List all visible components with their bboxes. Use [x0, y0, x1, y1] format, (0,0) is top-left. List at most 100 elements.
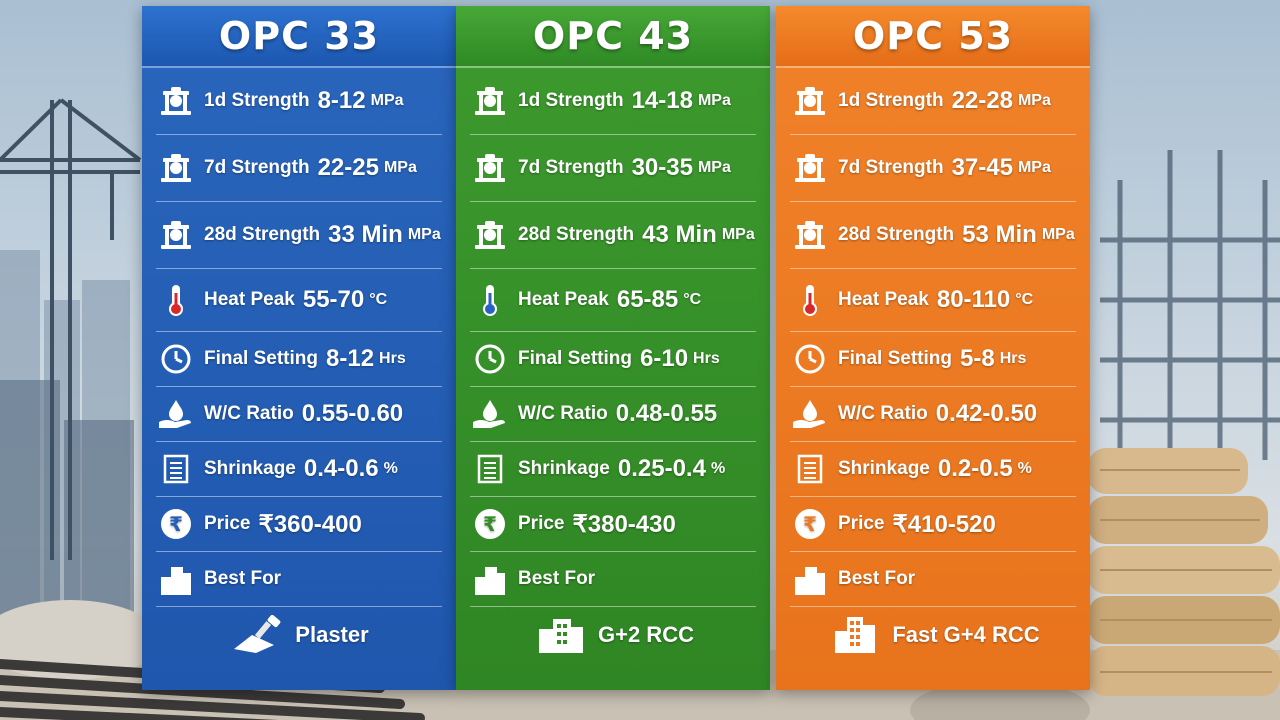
- crane-icon: [0, 98, 142, 560]
- row-value: 0.48-0.55: [615, 400, 718, 427]
- row-label: 7d Strength: [518, 157, 624, 178]
- row-unit: MPa: [383, 159, 417, 176]
- row-unit: MPa: [1041, 226, 1075, 243]
- row-value: 6-10: [640, 345, 689, 372]
- test-press-icon: [790, 218, 830, 252]
- document-icon: [790, 452, 830, 486]
- thermometer-icon: [156, 283, 196, 317]
- row-label: Price: [838, 513, 885, 534]
- row-final-setting: Final Setting 6-10 Hrs: [470, 332, 756, 387]
- row-label: 1d Strength: [204, 90, 310, 111]
- tall-building-icon: [826, 617, 884, 653]
- test-press-icon: [156, 84, 196, 118]
- row-28d-strength: 28d Strength 43 Min MPa: [470, 202, 756, 269]
- thermometer-icon: [790, 283, 830, 317]
- row-value: 14-18: [631, 87, 693, 114]
- test-press-icon: [470, 218, 510, 252]
- row-best-for: Best For: [790, 552, 1076, 607]
- svg-text:₹: ₹: [483, 512, 497, 536]
- svg-text:₹: ₹: [169, 512, 183, 536]
- row-label: Shrinkage: [838, 458, 930, 479]
- row-wc-ratio: W/C Ratio 0.55-0.60: [156, 387, 442, 442]
- row-label: Price: [518, 513, 565, 534]
- row-label: 1d Strength: [518, 90, 624, 111]
- row-price: ₹ Price ₹380-430: [470, 497, 756, 552]
- row-label: 7d Strength: [838, 157, 944, 178]
- row-1d-strength: 1d Strength 14-18 MPa: [470, 68, 756, 135]
- row-value: 30-35: [631, 154, 693, 181]
- row-price: ₹ Price ₹410-520: [790, 497, 1076, 552]
- best-for-value: Fast G+4 RCC: [892, 622, 1040, 647]
- row-wc-ratio: W/C Ratio 0.48-0.55: [470, 387, 756, 442]
- row-unit: MPa: [1017, 92, 1051, 109]
- row-label: Price: [204, 513, 251, 534]
- document-icon: [470, 452, 510, 486]
- building-frame-icon: [1100, 150, 1280, 460]
- test-press-icon: [470, 84, 510, 118]
- water-hand-icon: [470, 397, 510, 431]
- row-unit: %: [710, 460, 726, 477]
- row-unit: MPa: [407, 226, 441, 243]
- test-press-icon: [790, 151, 830, 185]
- row-label: Best For: [204, 568, 282, 589]
- row-wc-ratio: W/C Ratio 0.42-0.50: [790, 387, 1076, 442]
- row-unit: Hrs: [999, 350, 1027, 367]
- row-value: 22-28: [951, 87, 1013, 114]
- opc53-card: OPC 53 1d Strength 22-28 MPa 7d Strength…: [776, 6, 1090, 690]
- clock-icon: [790, 342, 830, 376]
- row-value: ₹410-520: [892, 510, 996, 538]
- row-label: 7d Strength: [204, 157, 310, 178]
- rupee-icon: ₹: [156, 507, 196, 541]
- row-value: 53 Min: [962, 221, 1037, 248]
- row-unit: %: [1017, 460, 1032, 477]
- row-label: 28d Strength: [518, 224, 635, 245]
- row-best-for: Best For: [470, 552, 756, 607]
- row-28d-strength: 28d Strength 53 Min MPa: [790, 202, 1076, 269]
- row-7d-strength: 7d Strength 37-45 MPa: [790, 135, 1076, 202]
- water-hand-icon: [156, 397, 196, 431]
- row-heat-peak: Heat Peak 80-110 °C: [790, 269, 1076, 332]
- row-value: 0.55-0.60: [301, 400, 404, 427]
- test-press-icon: [156, 218, 196, 252]
- row-value: ₹360-400: [258, 510, 362, 538]
- row-shrinkage: Shrinkage 0.2-0.5 %: [790, 442, 1076, 497]
- row-value: 0.2-0.5: [937, 455, 1013, 482]
- row-label: Shrinkage: [518, 458, 610, 479]
- row-1d-strength: 1d Strength 8-12 MPa: [156, 68, 442, 135]
- buildings-icon: [790, 562, 830, 596]
- row-value: 0.42-0.50: [935, 400, 1038, 427]
- row-best-for: Best For: [156, 552, 442, 607]
- thermometer-icon: [470, 283, 510, 317]
- row-shrinkage: Shrinkage 0.4-0.6 %: [156, 442, 442, 497]
- test-press-icon: [156, 151, 196, 185]
- row-value: 33 Min: [328, 221, 403, 248]
- row-unit: °C: [369, 291, 388, 308]
- row-unit: MPa: [721, 226, 755, 243]
- row-value: 8-12: [326, 345, 375, 372]
- clock-icon: [470, 342, 510, 376]
- row-unit: °C: [683, 291, 702, 308]
- row-best-for-value: Fast G+4 RCC: [790, 607, 1076, 663]
- row-value: 22-25: [317, 154, 379, 181]
- row-shrinkage: Shrinkage 0.25-0.4 %: [470, 442, 756, 497]
- building-icon: [532, 618, 590, 653]
- clock-icon: [156, 342, 196, 376]
- row-label: Heat Peak: [518, 289, 609, 310]
- rupee-icon: ₹: [470, 507, 510, 541]
- row-value: 5-8: [960, 345, 995, 372]
- row-final-setting: Final Setting 8-12 Hrs: [156, 332, 442, 387]
- row-7d-strength: 7d Strength 30-35 MPa: [470, 135, 756, 202]
- row-best-for-value: G+2 RCC: [470, 607, 756, 663]
- row-label: Final Setting: [518, 348, 632, 369]
- row-7d-strength: 7d Strength 22-25 MPa: [156, 135, 442, 202]
- svg-text:₹: ₹: [803, 512, 817, 536]
- row-label: Best For: [838, 568, 916, 589]
- row-label: 28d Strength: [204, 224, 321, 245]
- trowel-icon: [229, 615, 287, 653]
- row-value: 0.25-0.4: [617, 455, 706, 482]
- row-label: Heat Peak: [838, 289, 929, 310]
- row-unit: MPa: [697, 92, 731, 109]
- best-for-value: G+2 RCC: [598, 622, 694, 647]
- buildings-icon: [470, 562, 510, 596]
- row-label: Final Setting: [838, 348, 952, 369]
